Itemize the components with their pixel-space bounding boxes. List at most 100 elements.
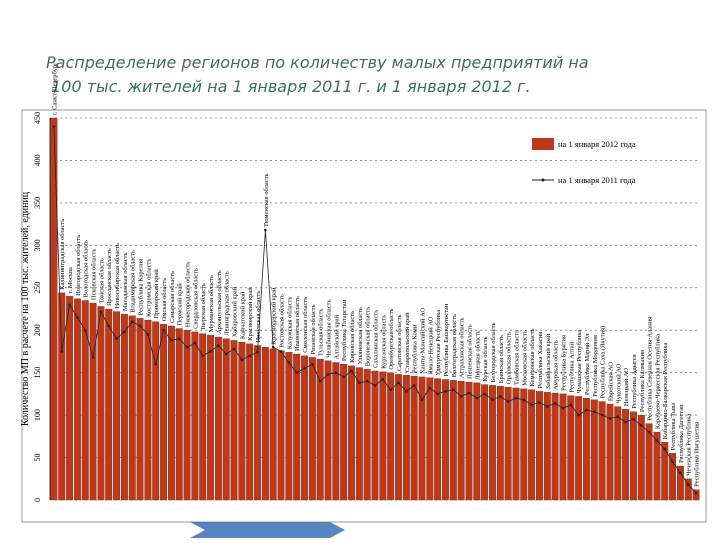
x-tick-label: Красноярский край bbox=[247, 287, 254, 341]
x-tick-label: Псковская область bbox=[91, 249, 98, 300]
line-marker bbox=[342, 375, 345, 379]
chart-title-line-1: Распределение регионов по количеству мал… bbox=[46, 53, 589, 96]
line-marker bbox=[303, 367, 306, 370]
line-marker bbox=[201, 354, 205, 357]
line-marker bbox=[52, 125, 56, 128]
bar bbox=[457, 381, 465, 501]
line-marker bbox=[162, 328, 165, 332]
line-marker bbox=[600, 413, 604, 417]
x-tick-label: Карачаево-Черкесская Республика bbox=[654, 334, 661, 429]
x-tick-label: Белгородская область bbox=[490, 322, 497, 382]
line-marker bbox=[279, 350, 283, 353]
line-marker bbox=[240, 358, 244, 362]
line-marker bbox=[358, 381, 361, 385]
bar bbox=[50, 117, 58, 501]
bar bbox=[442, 379, 449, 501]
bar bbox=[301, 355, 308, 501]
x-tick-label: Новгородская область bbox=[75, 235, 82, 296]
line-marker bbox=[592, 410, 596, 414]
x-tick-label: Самарская область bbox=[169, 271, 176, 323]
line-marker bbox=[76, 316, 79, 319]
line-marker bbox=[177, 337, 181, 341]
line-marker bbox=[483, 392, 486, 396]
x-tick-label: Ненецкий АО bbox=[623, 368, 630, 407]
bar bbox=[622, 409, 630, 501]
x-tick-label: Алтайский край bbox=[333, 314, 340, 359]
bar bbox=[669, 453, 677, 501]
line-marker bbox=[655, 439, 659, 442]
x-tick-label: Республика Адыгея bbox=[631, 354, 638, 408]
bar bbox=[473, 382, 481, 501]
line-marker bbox=[154, 362, 158, 366]
x-tick-label: Сахалинская область bbox=[373, 310, 380, 368]
bar bbox=[575, 396, 583, 501]
line-marker bbox=[585, 408, 588, 412]
line-marker bbox=[115, 337, 118, 341]
x-tick-label: Курганская область bbox=[380, 315, 387, 369]
y-tick-label: 300 bbox=[33, 239, 42, 251]
line-marker bbox=[608, 417, 612, 420]
bar bbox=[160, 324, 167, 501]
legend: на 1 января 2012 года на 1 января 2011 го… bbox=[532, 138, 636, 185]
bar bbox=[340, 364, 348, 501]
line-marker bbox=[428, 386, 432, 390]
decoration bbox=[190, 522, 345, 538]
line-marker bbox=[436, 392, 439, 396]
line-marker bbox=[99, 310, 103, 313]
x-tick-label: Республика Тыва bbox=[670, 403, 677, 451]
bar bbox=[465, 381, 473, 501]
bar bbox=[661, 442, 669, 501]
line-marker bbox=[318, 379, 322, 383]
line-marker bbox=[264, 228, 267, 232]
x-tick-label: Орловская область bbox=[506, 332, 513, 384]
bar bbox=[66, 296, 74, 501]
line-marker bbox=[365, 379, 369, 383]
line-marker bbox=[491, 398, 494, 402]
line-marker bbox=[232, 347, 236, 351]
x-tick-label: Калужская область bbox=[286, 297, 293, 350]
x-tick-label: Республика Ингушетия bbox=[694, 422, 701, 487]
line-marker bbox=[381, 378, 385, 381]
bar bbox=[285, 352, 293, 501]
bar bbox=[348, 365, 355, 501]
y-tick-label: 100 bbox=[33, 409, 42, 421]
bar bbox=[590, 399, 598, 501]
bar bbox=[332, 362, 340, 501]
x-tick-label: Тверская область bbox=[200, 283, 207, 331]
line-marker bbox=[209, 350, 212, 353]
x-tick-label: Владимирская область bbox=[130, 250, 137, 313]
bar bbox=[567, 395, 575, 501]
line-marker bbox=[420, 398, 424, 402]
bar bbox=[222, 338, 230, 501]
line-marker bbox=[475, 396, 479, 400]
bar bbox=[363, 369, 371, 501]
line-marker bbox=[530, 403, 533, 407]
x-tick-label: Чеченская Республика bbox=[686, 414, 693, 476]
x-tick-label: Республика Башкортостан bbox=[443, 303, 450, 376]
line-marker bbox=[686, 483, 690, 487]
legend-label: на 1 января 2011 года bbox=[558, 175, 636, 185]
line-marker bbox=[545, 405, 549, 408]
line-marker bbox=[287, 361, 291, 364]
bar bbox=[489, 385, 496, 501]
bar bbox=[324, 360, 332, 501]
line-marker bbox=[624, 420, 627, 424]
x-tick-label: Еврейская АО bbox=[607, 362, 614, 401]
line-marker bbox=[146, 333, 150, 336]
x-tick-label: Республика Хакасия bbox=[537, 332, 544, 388]
line-marker bbox=[60, 350, 64, 353]
bar bbox=[120, 313, 128, 501]
bar bbox=[254, 345, 261, 501]
line-marker bbox=[444, 390, 447, 393]
bar bbox=[136, 318, 144, 501]
x-tick-label: Республика Саха (Якутия) bbox=[600, 326, 607, 399]
x-tick-label: Пензенская область bbox=[466, 324, 473, 379]
bar bbox=[379, 371, 387, 501]
bar bbox=[692, 489, 700, 501]
x-tick-label: Ставропольский край bbox=[404, 312, 411, 372]
x-tick-label: Воронежская область bbox=[365, 307, 372, 367]
bar bbox=[81, 300, 89, 501]
bar bbox=[167, 325, 175, 501]
bar bbox=[629, 411, 637, 501]
bar bbox=[230, 340, 238, 501]
